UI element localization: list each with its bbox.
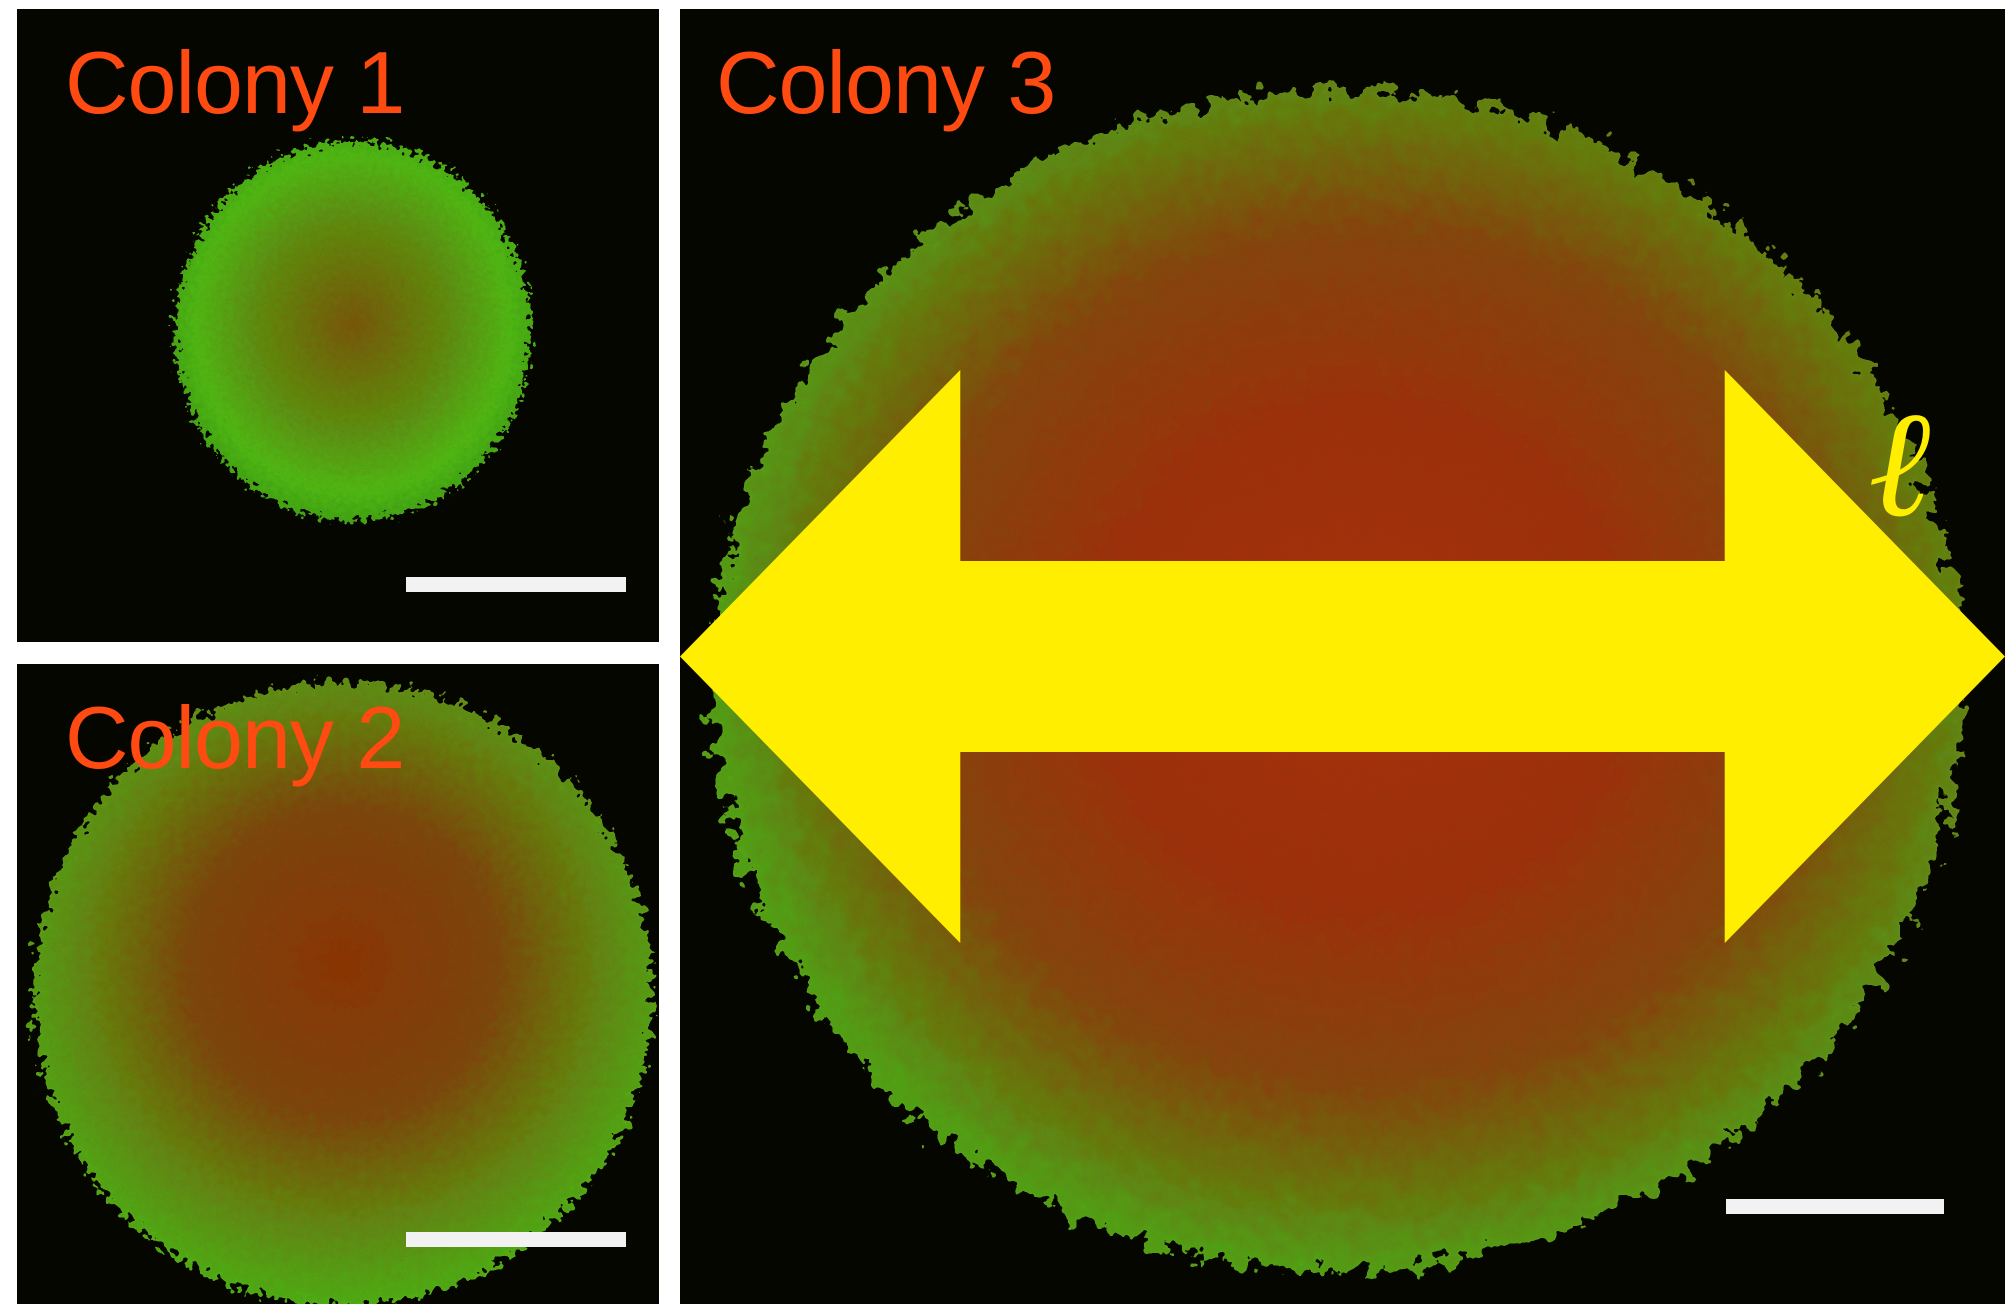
colony-1-panel: Colony 1 bbox=[17, 9, 659, 642]
colony-2-label: Colony 2 bbox=[65, 688, 405, 787]
colony-1-scale-bar bbox=[406, 577, 626, 592]
colony-2-scale-bar bbox=[406, 1232, 626, 1247]
colony-3-panel: Colony 3 ℓ bbox=[680, 9, 2005, 1304]
double-arrow-shape bbox=[680, 369, 2005, 944]
colony-1-label: Colony 1 bbox=[65, 33, 405, 132]
colony-1-image bbox=[175, 141, 531, 521]
colony-2-panel: Colony 2 bbox=[17, 664, 659, 1304]
ell-symbol: ℓ bbox=[1868, 377, 1931, 551]
double-arrow-icon bbox=[680, 369, 2005, 944]
colony-3-scale-bar bbox=[1726, 1199, 1944, 1214]
colony-2-image bbox=[33, 682, 653, 1304]
colony-3-label: Colony 3 bbox=[716, 33, 1056, 132]
